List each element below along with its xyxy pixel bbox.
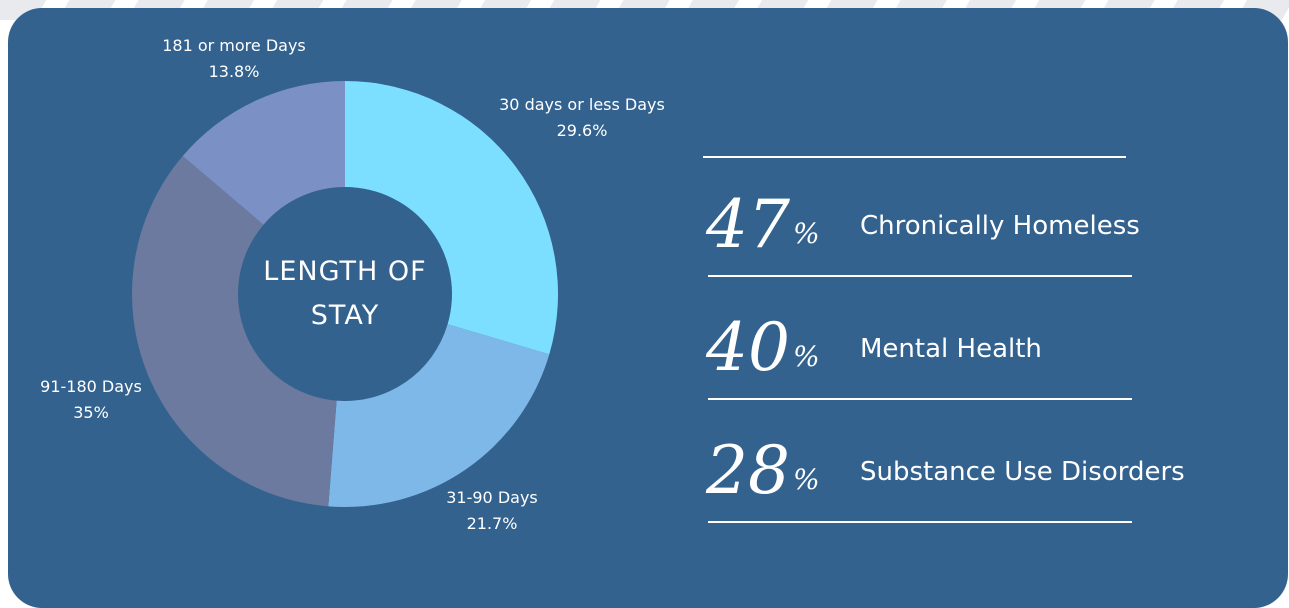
stat-label: Chronically Homeless: [860, 211, 1140, 241]
slice-label: 91-180 Days: [40, 377, 142, 396]
donut-slice: [328, 324, 550, 507]
stat-unit: %: [793, 340, 820, 373]
slice-value: 29.6%: [557, 121, 608, 140]
stat-label: Substance Use Disorders: [860, 457, 1185, 487]
slice-value: 21.7%: [467, 514, 518, 533]
slice-value: 13.8%: [209, 62, 260, 81]
stat-label: Mental Health: [860, 334, 1042, 364]
donut-slice: [182, 81, 345, 225]
slice-label: 31-90 Days: [446, 488, 538, 507]
chart-title: LENGTH OF STAY: [263, 256, 427, 331]
slice-label: 181 or more Days: [162, 36, 306, 55]
donut-slice: [132, 156, 337, 507]
stat-number: 28: [705, 432, 790, 509]
slice-value: 35%: [73, 403, 109, 422]
stat-number: 47: [705, 186, 790, 263]
stat-unit: %: [793, 217, 820, 250]
stat-unit: %: [793, 463, 820, 496]
slice-label: 30 days or less Days: [499, 95, 665, 114]
stat-number: 40: [705, 309, 790, 386]
donut-slice: [345, 81, 558, 355]
